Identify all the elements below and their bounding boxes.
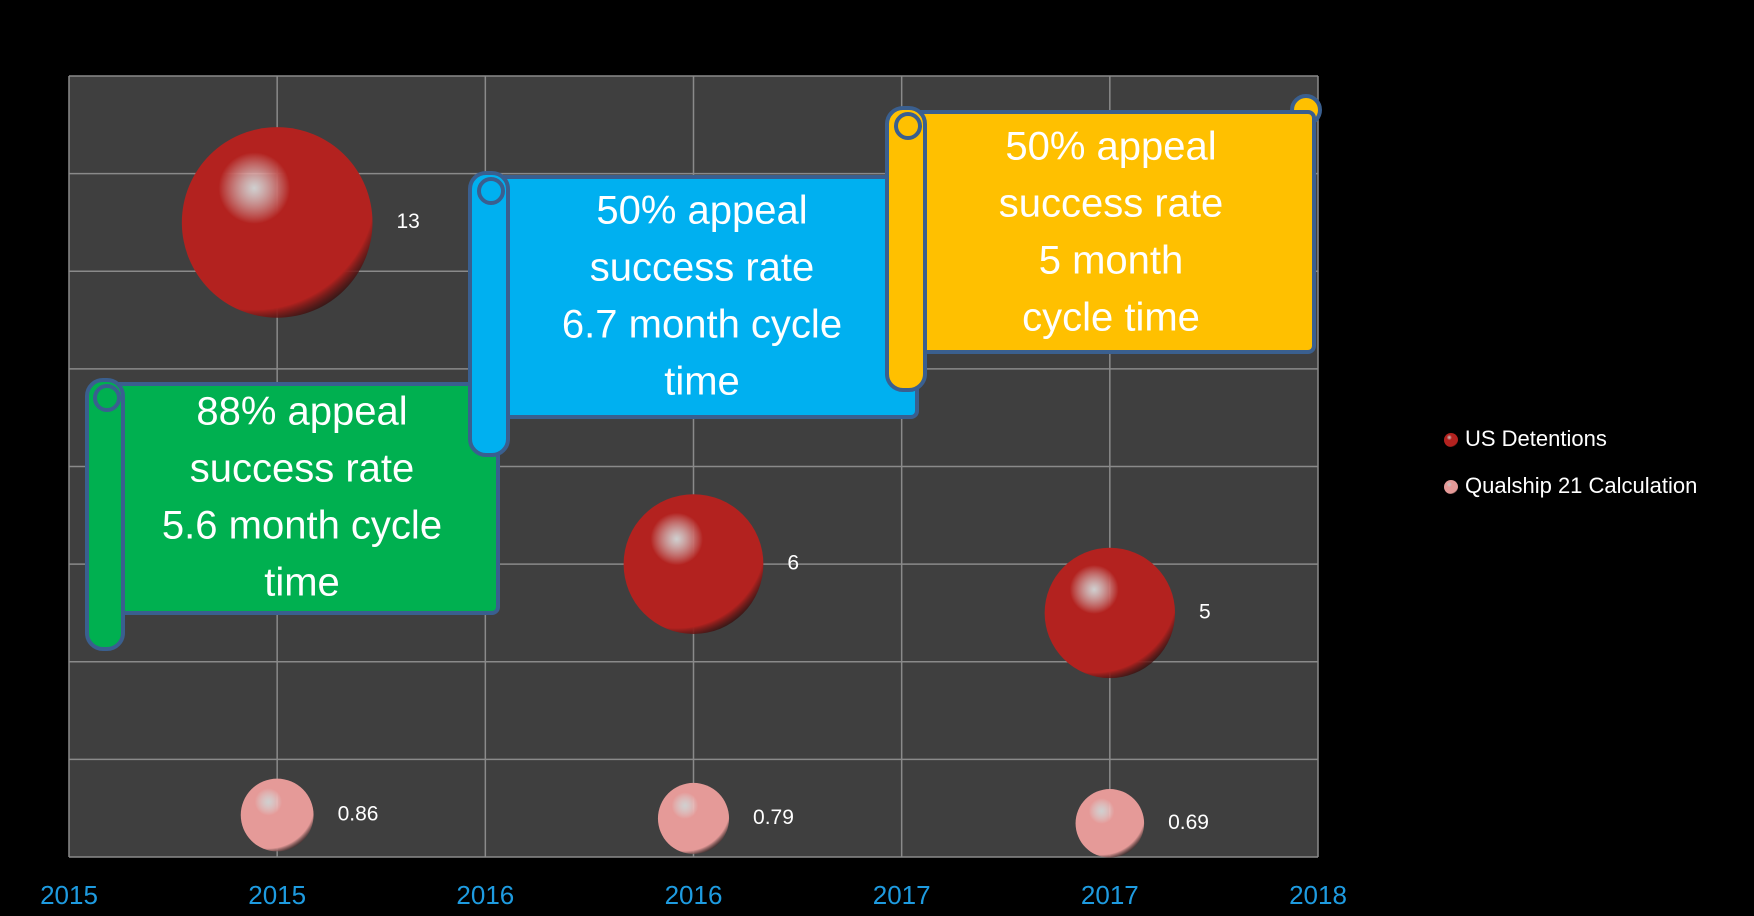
annotation-text: 5 month: [1039, 239, 1184, 283]
legend-label: Qualship 21 Calculation: [1465, 473, 1697, 498]
bubble: [1044, 547, 1176, 679]
x-tick-label: 2017: [1081, 880, 1139, 910]
data-label: 13: [396, 210, 419, 233]
annotation-text: cycle time: [1022, 296, 1200, 340]
annotation-text: success rate: [999, 182, 1224, 226]
annotation-text: success rate: [590, 246, 815, 290]
scroll-curl: [894, 112, 922, 140]
annotation-text: success rate: [190, 447, 415, 491]
annotation-text: 50% appeal: [1005, 125, 1216, 169]
data-label: 0.79: [753, 806, 794, 829]
x-tick-label: 2016: [665, 880, 723, 910]
x-tick-label: 2016: [456, 880, 514, 910]
bubble: [1075, 789, 1145, 858]
x-tick-label: 2015: [248, 880, 306, 910]
annotation-text: 6.7 month cycle: [562, 303, 842, 347]
data-label: 6: [787, 552, 799, 575]
scroll-roll: [85, 378, 125, 651]
legend-label: US Detentions: [1465, 426, 1607, 451]
legend-marker: [1444, 433, 1458, 447]
x-tick-label: 2017: [873, 880, 931, 910]
legend-marker: [1444, 480, 1458, 494]
x-tick-label: 2015: [40, 880, 98, 910]
data-label: 5: [1199, 600, 1211, 623]
annotation-text: time: [664, 360, 740, 404]
scroll-curl: [477, 177, 505, 205]
bubble: [657, 782, 730, 854]
scroll-curl: [93, 384, 121, 412]
data-label: 0.69: [1168, 811, 1209, 834]
annotation-text: 50% appeal: [596, 189, 807, 233]
scroll-roll: [885, 106, 927, 392]
scroll-roll: [468, 171, 510, 457]
x-tick-label: 2018: [1289, 880, 1347, 910]
data-label: 0.86: [338, 803, 379, 826]
bubble: [240, 778, 314, 852]
annotation-text: 5.6 month cycle: [162, 504, 442, 548]
annotation-text: time: [264, 561, 340, 605]
annotation-text: 88% appeal: [196, 390, 407, 434]
bubble: [181, 127, 373, 318]
bubble: [623, 494, 764, 635]
